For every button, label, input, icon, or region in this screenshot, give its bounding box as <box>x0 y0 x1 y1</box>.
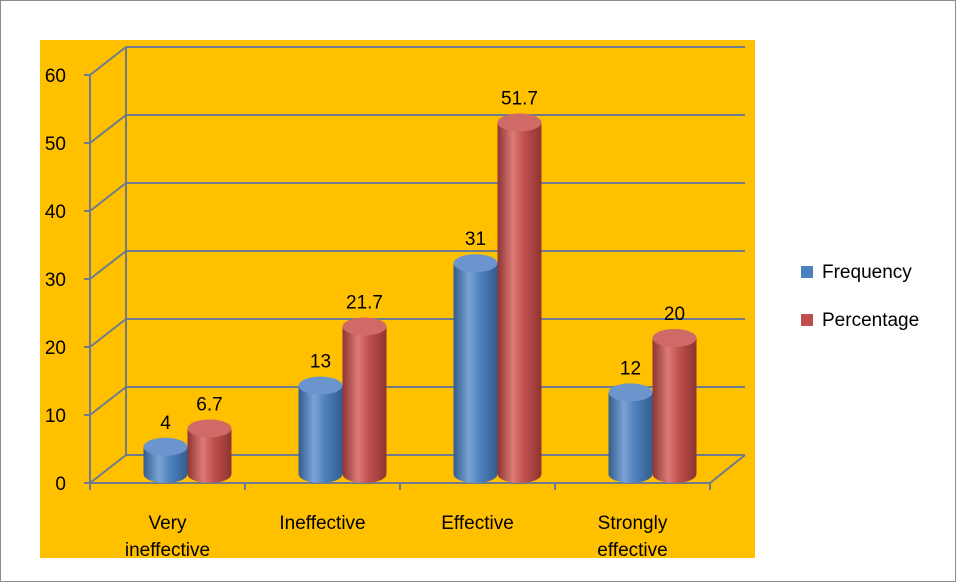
cylinder-body <box>652 338 697 483</box>
bar-percentage <box>187 419 232 483</box>
cylinder-body <box>497 122 542 483</box>
legend-label-percentage: Percentage <box>822 310 919 331</box>
data-label: 31 <box>465 229 486 250</box>
cylinder-body <box>342 326 387 483</box>
category-label: Ineffective <box>279 513 365 534</box>
gridline-diagonal <box>89 318 127 348</box>
data-label: 4 <box>160 413 171 434</box>
legend-swatch-percentage <box>801 314 813 326</box>
category-label: Very ineffective <box>125 513 210 561</box>
cylinder-top <box>652 329 697 347</box>
cylinder-top <box>298 376 343 395</box>
bar-percentage <box>652 329 697 483</box>
cylinder-body <box>298 385 343 483</box>
gridline-diagonal <box>89 386 127 416</box>
cylinder-top <box>187 419 232 438</box>
bar-percentage <box>342 317 387 483</box>
cylinder-top <box>497 113 542 132</box>
cylinder-top <box>608 383 653 402</box>
cylinder-top <box>143 437 188 456</box>
cylinder-top <box>453 254 498 273</box>
y-tick-label: 50 <box>45 134 66 155</box>
bar-frequency <box>143 437 188 483</box>
category-label: Strongly effective <box>597 513 668 561</box>
data-label: 51.7 <box>501 88 538 109</box>
data-label: 12 <box>620 358 641 379</box>
gridline-diagonal <box>89 46 127 76</box>
data-label: 21.7 <box>346 292 383 313</box>
y-tick-label: 60 <box>45 66 66 87</box>
cylinder-body <box>187 428 232 483</box>
cylinder-top <box>342 317 387 336</box>
gridline-diagonal <box>89 114 127 144</box>
plot-area <box>40 40 755 558</box>
gridline-diagonal <box>89 454 127 484</box>
cylinder-body <box>608 392 653 483</box>
bar-frequency <box>453 254 498 483</box>
legend-swatch-frequency <box>801 266 813 278</box>
category-label: Effective <box>441 513 514 534</box>
cylinder-body <box>453 263 498 483</box>
y-tick-label: 30 <box>45 270 66 291</box>
y-tick-label: 10 <box>45 406 66 427</box>
data-label: 20 <box>664 304 685 325</box>
y-tick-label: 40 <box>45 202 66 223</box>
data-label: 13 <box>310 352 331 373</box>
legend-label-frequency: Frequency <box>822 262 912 283</box>
bar-frequency <box>298 376 343 483</box>
floor-right-edge <box>709 454 746 484</box>
cylinder-body <box>143 446 188 483</box>
y-tick-label: 0 <box>55 474 66 495</box>
bar-percentage <box>497 113 542 483</box>
bar-frequency <box>608 383 653 483</box>
data-label: 6.7 <box>196 394 222 415</box>
gridline-diagonal <box>89 250 127 280</box>
y-tick-label: 20 <box>45 338 66 359</box>
gridline-diagonal <box>89 182 127 212</box>
